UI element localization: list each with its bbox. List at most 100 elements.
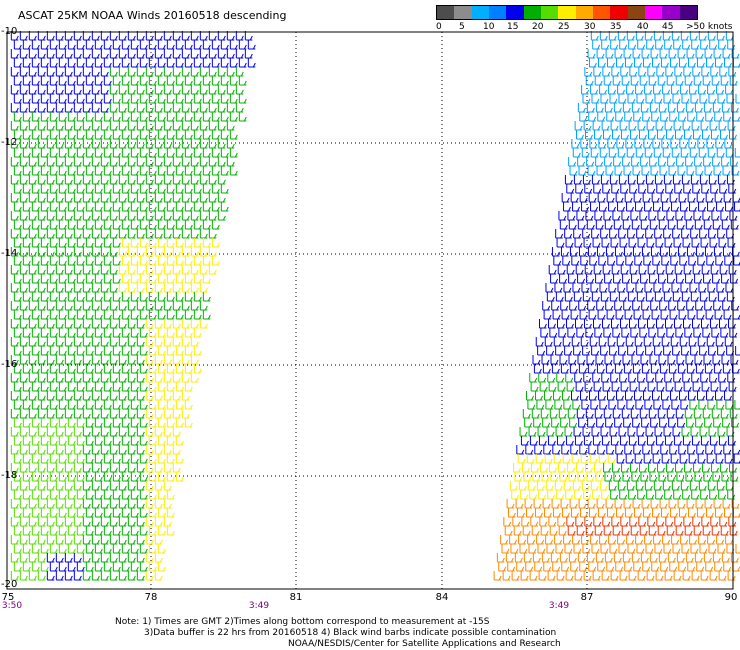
wind-barb: [657, 328, 666, 338]
wind-barb: [599, 283, 608, 293]
wind-barb: [667, 157, 676, 167]
wind-barb: [109, 211, 118, 221]
wind-barb: [82, 571, 91, 581]
wind-barb: [627, 544, 636, 554]
wind-barb: [614, 301, 623, 311]
wind-barb: [145, 67, 154, 77]
wind-barb: [22, 472, 31, 482]
wind-barb: [599, 148, 608, 158]
map-title: ASCAT 25KM NOAA Winds 20160518 descendin…: [18, 9, 287, 22]
wind-barb: [148, 274, 157, 284]
wind-barb: [82, 265, 91, 275]
wind-barb: [570, 562, 579, 572]
wind-barb: [662, 85, 671, 95]
wind-barb: [127, 193, 136, 203]
wind-barb: [541, 355, 550, 365]
wind-barb: [702, 409, 711, 419]
wind-barb: [94, 292, 103, 302]
wind-barb: [631, 103, 640, 113]
wind-barb: [103, 256, 112, 266]
wind-barb: [166, 490, 175, 500]
wind-barb: [730, 274, 739, 284]
wind-barb: [148, 508, 157, 518]
wind-barb: [40, 544, 49, 554]
wind-barb: [166, 94, 175, 104]
wind-barb: [103, 94, 112, 104]
wind-barb: [121, 220, 130, 230]
wind-barb: [716, 400, 725, 410]
wind-barb: [700, 373, 709, 383]
wind-barb: [121, 76, 130, 86]
wind-barb: [10, 445, 19, 455]
wind-barb: [175, 418, 184, 428]
wind-barb: [184, 274, 193, 284]
wind-barb: [659, 247, 668, 257]
wind-barb: [136, 337, 145, 347]
wind-barb: [217, 157, 226, 167]
wind-barb: [82, 175, 91, 185]
wind-barb: [130, 184, 139, 194]
wind-barb: [184, 148, 193, 158]
wind-barb: [709, 436, 718, 446]
wind-barb: [666, 76, 675, 86]
wind-barb: [581, 481, 590, 491]
wind-barb: [625, 256, 634, 266]
wind-barb: [612, 211, 621, 221]
wind-barb: [535, 391, 543, 401]
wind-barb: [648, 76, 657, 86]
wind-barb: [675, 526, 684, 536]
wind-barb: [190, 49, 199, 59]
wind-barb: [22, 148, 31, 158]
wind-barb: [76, 94, 85, 104]
wind-barb: [729, 76, 738, 86]
wind-barb: [172, 265, 181, 275]
wind-barb: [652, 454, 661, 464]
wind-barb: [118, 247, 127, 257]
wind-barb: [64, 427, 73, 437]
wind-barb: [118, 283, 127, 293]
wind-barb: [10, 157, 19, 167]
wind-barb: [676, 274, 685, 284]
wind-barb: [220, 202, 229, 212]
wind-barb: [645, 94, 654, 104]
wind-barb: [85, 400, 94, 410]
wind-barb: [573, 175, 582, 185]
wind-barb: [112, 130, 121, 140]
wind-barb: [635, 202, 644, 212]
wind-barb: [601, 490, 610, 500]
wind-barb: [734, 148, 740, 158]
wind-barb: [238, 94, 247, 104]
wind-barb: [145, 553, 154, 563]
wind-barb: [121, 202, 130, 212]
wind-barb: [28, 175, 37, 185]
wind-barb: [723, 310, 732, 320]
wind-barb: [722, 499, 731, 509]
wind-barb: [229, 58, 238, 68]
wind-barb: [127, 553, 136, 563]
wind-barb: [118, 193, 127, 203]
wind-barb: [136, 121, 145, 131]
wind-barb: [676, 157, 685, 167]
wind-barb: [175, 256, 184, 266]
wind-barb: [31, 40, 40, 50]
wind-barb: [555, 427, 564, 437]
wind-barb: [109, 301, 118, 311]
wind-barb: [529, 571, 538, 581]
wind-barb: [530, 517, 539, 527]
wind-barb: [693, 409, 702, 419]
wind-barb: [701, 67, 710, 77]
wind-barb: [632, 499, 641, 509]
wind-barb: [668, 364, 677, 374]
x-tick-label: 84: [435, 592, 449, 603]
wind-barb: [13, 202, 22, 212]
wind-barb: [139, 400, 148, 410]
wind-barb: [175, 148, 184, 158]
wind-barb: [181, 247, 190, 257]
wind-barb: [678, 562, 687, 572]
wind-barb: [58, 166, 67, 176]
wind-barb: [49, 328, 58, 338]
wind-barb: [58, 184, 67, 194]
wind-barb: [10, 103, 19, 113]
wind-barb: [587, 499, 596, 509]
wind-barb: [190, 283, 199, 293]
